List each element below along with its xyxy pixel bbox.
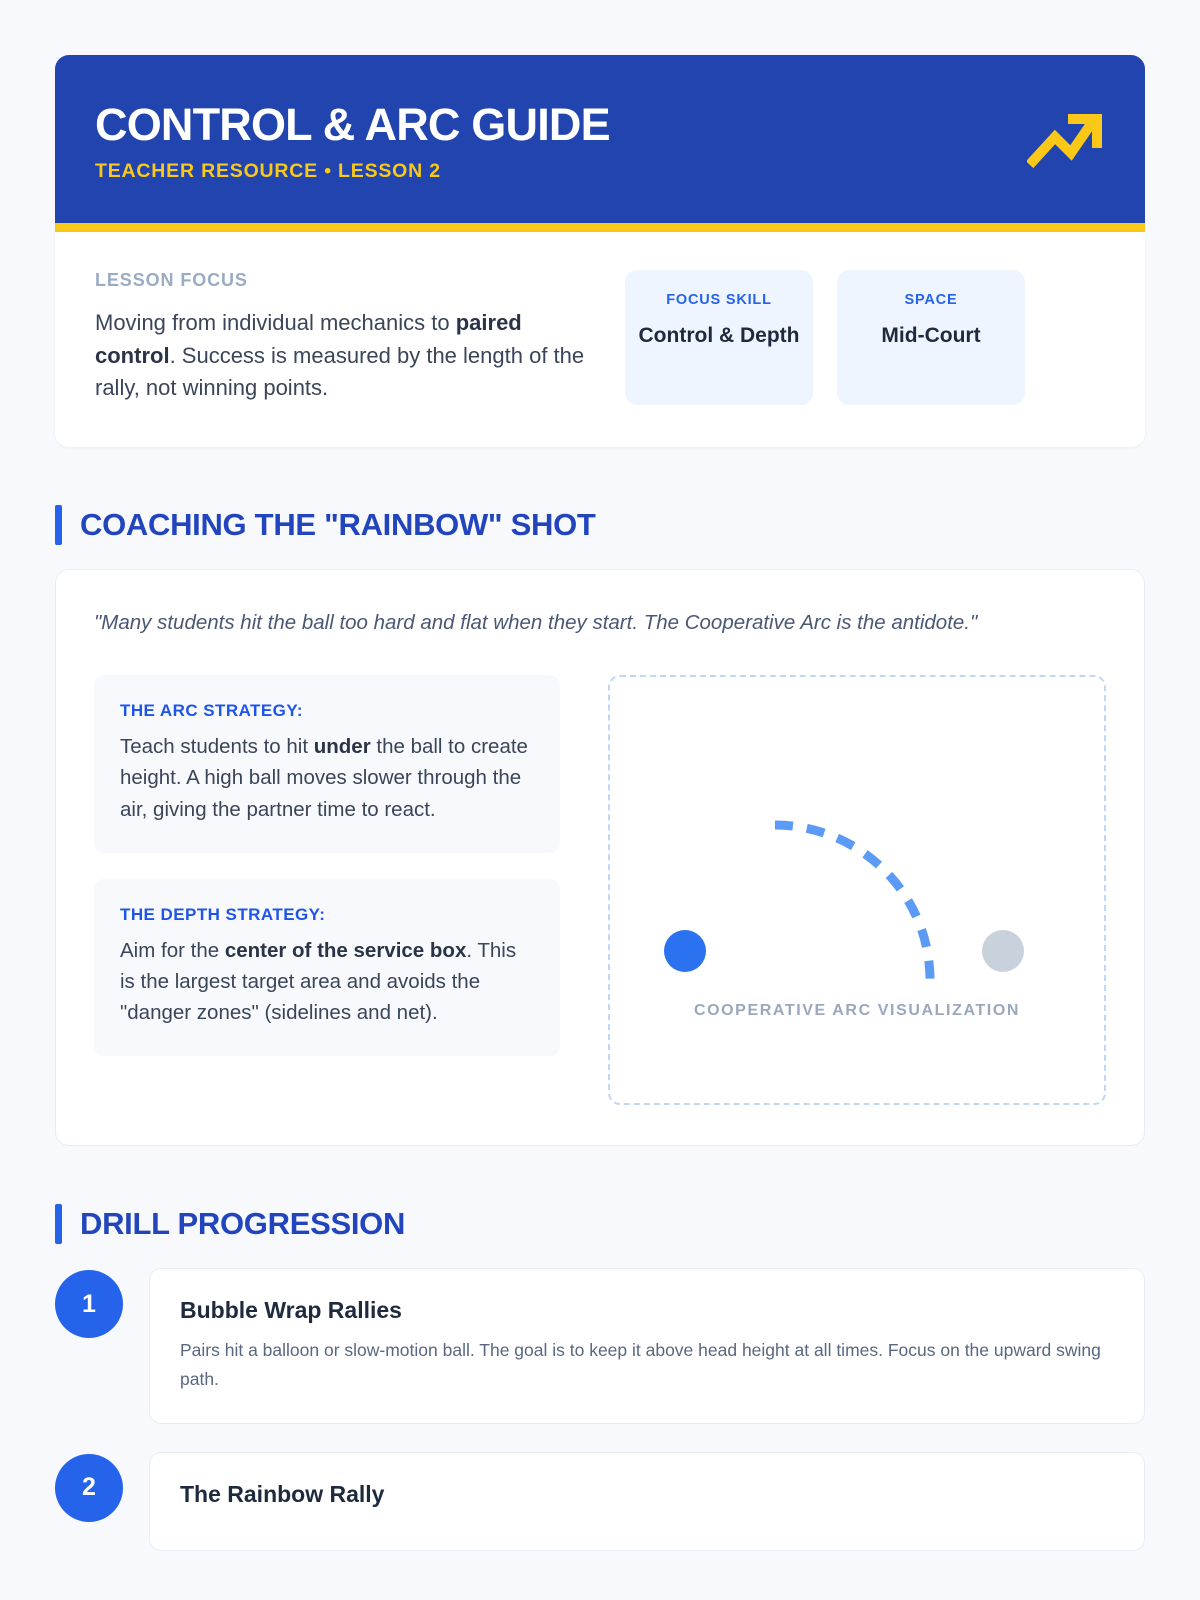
drill-item-1: 1 Bubble Wrap Rallies Pairs hit a balloo… — [55, 1268, 1145, 1424]
strategy-grid: THE ARC STRATEGY: Teach students to hit … — [94, 675, 1106, 1106]
section-header-coaching: COACHING THE "RAINBOW" SHOT — [55, 504, 1145, 545]
drill-card: The Rainbow Rally — [149, 1451, 1145, 1551]
arc-strategy-title: THE ARC STRATEGY: — [120, 701, 303, 721]
section-header-drills: DRILL PROGRESSION — [55, 1204, 1145, 1245]
section-accent-bar — [55, 504, 62, 545]
lesson-focus-body: Moving from individual mechanics to pair… — [95, 307, 595, 405]
hero-text-group: CONTROL & ARC GUIDE TEACHER RESOURCE • L… — [95, 99, 611, 183]
depth-strategy-title: THE DEPTH STRATEGY: — [120, 904, 326, 924]
drill-number-badge: 1 — [55, 1270, 123, 1339]
drill-title: Bubble Wrap Rallies — [180, 1297, 402, 1324]
cooperative-arc-visualization: COOPERATIVE ARC VISUALIZATION — [608, 675, 1106, 1106]
arc-strategy-box: THE ARC STRATEGY: Teach students to hit … — [94, 675, 560, 853]
coaching-panel: "Many students hit the ball too hard and… — [55, 568, 1145, 1147]
lesson-focus-label: LESSON FOCUS — [95, 270, 248, 291]
depth-strategy-box: THE DEPTH STRATEGY: Aim for the center o… — [94, 878, 560, 1057]
chip-focus-skill-label: FOCUS SKILL — [666, 292, 772, 309]
depth-strategy-text: Aim for the center of the service box. T… — [120, 935, 534, 1028]
chip-space-value: Mid-Court — [881, 324, 981, 348]
partner-dot — [982, 930, 1024, 973]
arc-strategy-text: Teach students to hit under the ball to … — [120, 731, 534, 824]
strategy-column: THE ARC STRATEGY: Teach students to hit … — [94, 675, 560, 1105]
teacher-resource-page: CONTROL & ARC GUIDE TEACHER RESOURCE • L… — [0, 55, 1200, 1600]
cooperative-arc-path — [774, 820, 935, 981]
depth-text-pre: Aim for the — [120, 938, 225, 962]
coaching-quote: "Many students hit the ball too hard and… — [94, 610, 978, 634]
drill-card: Bubble Wrap Rallies Pairs hit a balloon … — [149, 1268, 1145, 1424]
chip-focus-skill-value: Control & Depth — [638, 324, 800, 348]
depth-text-post: . This is the largest target area and av… — [120, 938, 517, 1024]
drill-description: Pairs hit a balloon or slow-motion ball.… — [180, 1340, 1101, 1389]
arc-text-pre: Teach students to hit — [120, 735, 314, 759]
section-title-coaching: COACHING THE "RAINBOW" SHOT — [80, 506, 596, 542]
page-subtitle: TEACHER RESOURCE • LESSON 2 — [95, 160, 441, 183]
section-accent-bar-drills — [55, 1204, 62, 1245]
player-dot — [664, 930, 706, 973]
visualization-caption: COOPERATIVE ARC VISUALIZATION — [693, 1002, 1021, 1020]
depth-text-emphasis: center of the service box — [224, 938, 467, 962]
drill-item-2: 2 The Rainbow Rally — [55, 1451, 1145, 1551]
hero-header: CONTROL & ARC GUIDE TEACHER RESOURCE • L… — [55, 55, 1145, 224]
lesson-focus-text-group: LESSON FOCUS Moving from individual mech… — [95, 270, 595, 405]
arc-text-post: the ball to create height. A high ball m… — [120, 735, 528, 821]
drill-title: The Rainbow Rally — [180, 1480, 385, 1507]
focus-body-pre: Moving from individual mechanics to — [95, 310, 456, 336]
chip-focus-skill: FOCUS SKILL Control & Depth — [625, 270, 813, 405]
trending-up-icon — [1025, 109, 1105, 174]
focus-body-post: . Success is measured by the length of t… — [95, 342, 585, 401]
drill-number-badge: 2 — [55, 1453, 123, 1522]
arc-text-emphasis: under — [313, 735, 371, 759]
focus-chip-row: FOCUS SKILL Control & Depth SPACE Mid-Co… — [625, 270, 1025, 405]
chip-space: SPACE Mid-Court — [837, 270, 1025, 405]
section-title-drills: DRILL PROGRESSION — [80, 1206, 406, 1242]
hero-accent-rule — [55, 223, 1145, 233]
focus-body-emphasis: paired control — [95, 310, 522, 368]
lesson-focus-card: LESSON FOCUS Moving from individual mech… — [55, 232, 1145, 447]
chip-space-label: SPACE — [904, 292, 958, 309]
page-title: CONTROL & ARC GUIDE — [95, 99, 611, 150]
